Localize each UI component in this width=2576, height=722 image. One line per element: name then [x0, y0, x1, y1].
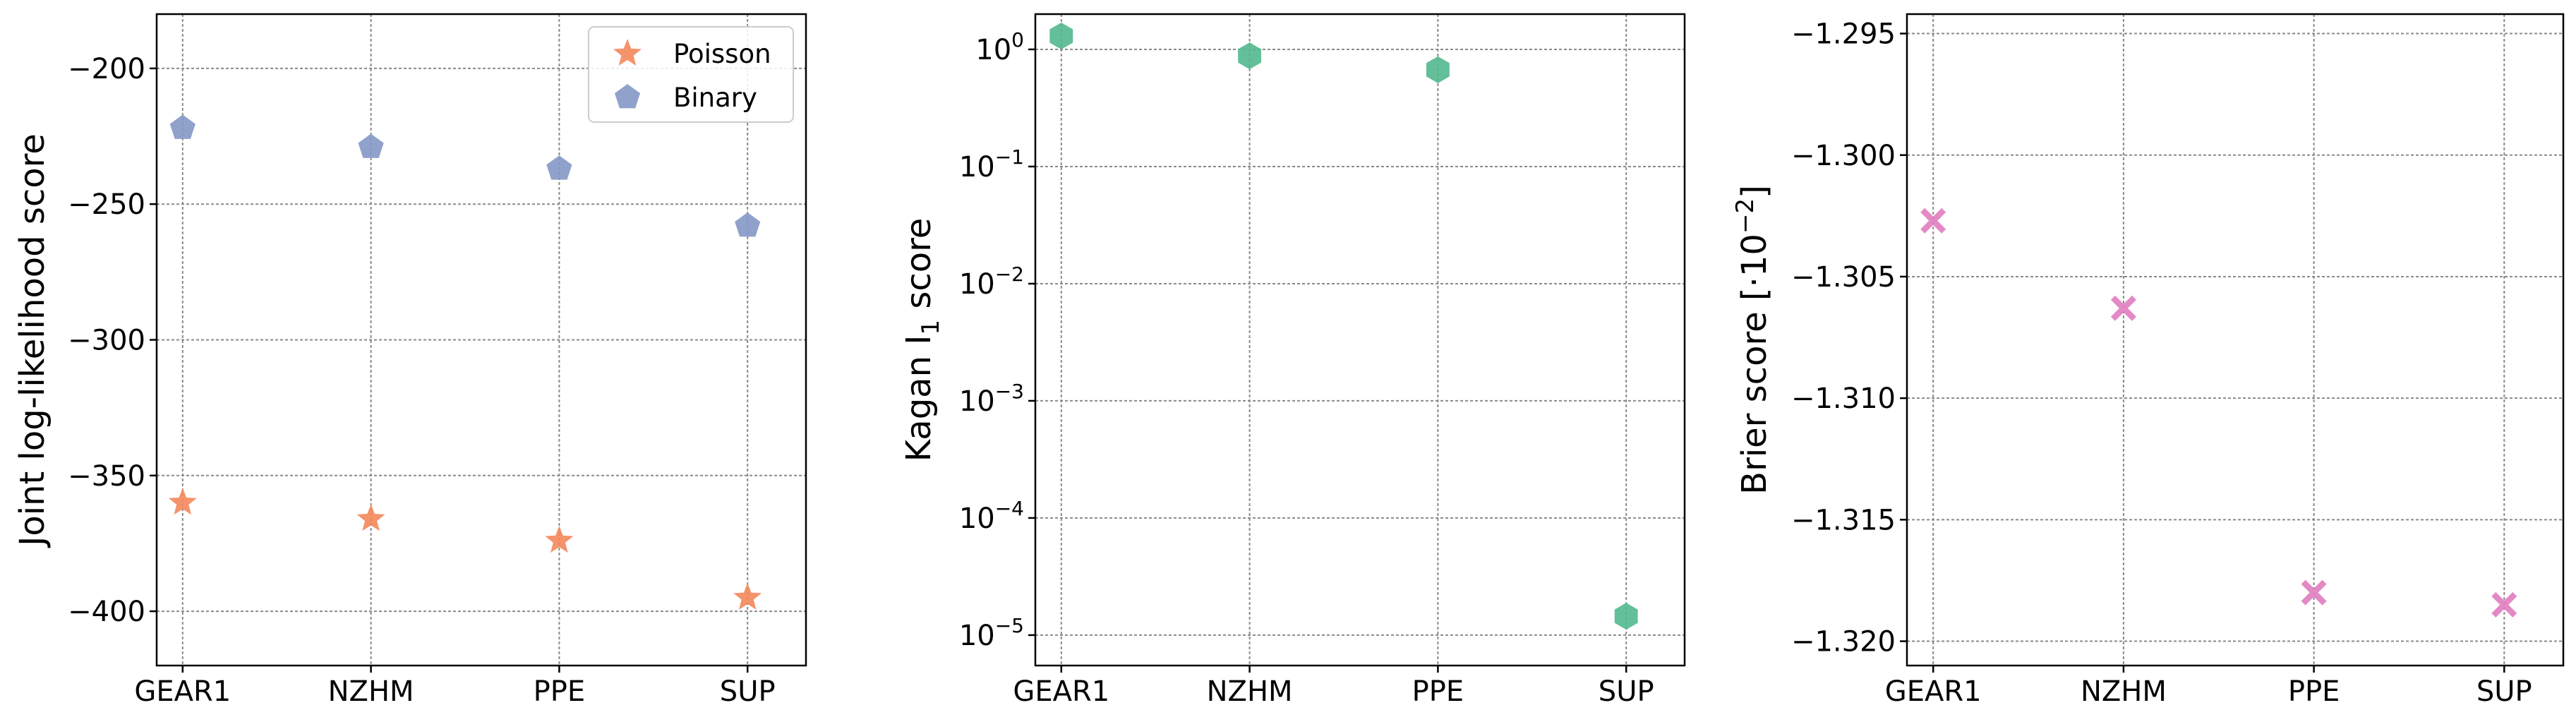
y-tick-label: −1.310	[1791, 383, 1896, 415]
plot-frame	[1034, 13, 1686, 667]
y-tick-label: −200	[68, 53, 145, 85]
y-tick-label: 10−3	[959, 380, 1024, 418]
x-tick-label: PPE	[534, 675, 586, 708]
data-point-x	[1920, 207, 1946, 234]
y-tick-label: 10−1	[959, 145, 1024, 183]
legend-marker-pentagon	[614, 84, 641, 109]
data-point-star	[733, 582, 762, 610]
x-tick-label: NZHM	[328, 675, 414, 708]
data-point-hexagon	[1238, 42, 1262, 70]
legend	[588, 26, 794, 123]
y-tick-label: −1.295	[1791, 18, 1896, 51]
data-point-x	[2491, 591, 2517, 618]
data-point-pentagon	[546, 155, 572, 180]
plot-frame	[1906, 13, 2565, 667]
y-tick-label: −1.315	[1791, 504, 1896, 536]
x-tick-label: GEAR1	[1885, 675, 1982, 708]
data-point-pentagon	[169, 114, 195, 139]
plot-frame	[155, 13, 807, 667]
legend-label: Poisson	[673, 39, 771, 69]
data-point-pentagon	[358, 133, 384, 158]
y-tick-label: −300	[68, 325, 145, 357]
panel-joint-log-likelihood: −200 −250 −300 −350 −400 GEAR1 NZHM PPE SUP Joint…	[13, 13, 807, 708]
panel-kagan-score: 100 10−1 10−2 10−3 10−4 10−5 GEAR1 NZHM PPE SUP Ka…	[899, 13, 1686, 708]
y-tick-label: −400	[68, 596, 145, 628]
y-axis-label: Brier score [·10−2]	[1731, 185, 1774, 495]
legend-marker-star	[613, 39, 642, 66]
data-point-x	[2110, 295, 2136, 321]
y-tick-label: 10−2	[959, 263, 1024, 301]
y-tick-label: −1.320	[1791, 626, 1896, 658]
data-point-x	[2301, 579, 2327, 606]
legend-label: Binary	[673, 83, 757, 113]
y-tick-label: −250	[68, 188, 145, 221]
x-tick-label: PPE	[2288, 675, 2340, 708]
x-tick-label: SUP	[720, 675, 776, 708]
x-tick-label: GEAR1	[1013, 675, 1109, 708]
x-tick-label: PPE	[1412, 675, 1464, 708]
y-axis-label: Kagan I1 score	[899, 218, 945, 462]
data-point-star	[545, 526, 574, 553]
y-tick-label: 10−5	[959, 614, 1024, 652]
data-point-star	[168, 488, 197, 515]
y-tick-label: −350	[68, 460, 145, 493]
y-tick-label: 100	[975, 28, 1024, 66]
y-tick-label: 10−4	[959, 497, 1024, 535]
data-point-hexagon	[1426, 56, 1450, 83]
y-tick-label: −1.305	[1791, 261, 1896, 294]
data-point-hexagon	[1049, 23, 1073, 50]
x-tick-label: NZHM	[1207, 675, 1293, 708]
data-point-pentagon	[735, 212, 761, 237]
x-tick-label: SUP	[1599, 675, 1654, 708]
data-point-star	[356, 504, 385, 531]
y-axis-label: Joint log-likelihood score	[13, 133, 52, 548]
y-tick-label: −1.300	[1791, 140, 1896, 172]
data-point-hexagon	[1614, 603, 1638, 630]
x-tick-label: NZHM	[2081, 675, 2167, 708]
panel-brier-score: −1.295 −1.300 −1.305 −1.310 −1.315 −1.320 GEAR…	[1731, 13, 2565, 708]
x-tick-label: SUP	[2476, 675, 2532, 708]
x-tick-label: GEAR1	[134, 675, 231, 708]
